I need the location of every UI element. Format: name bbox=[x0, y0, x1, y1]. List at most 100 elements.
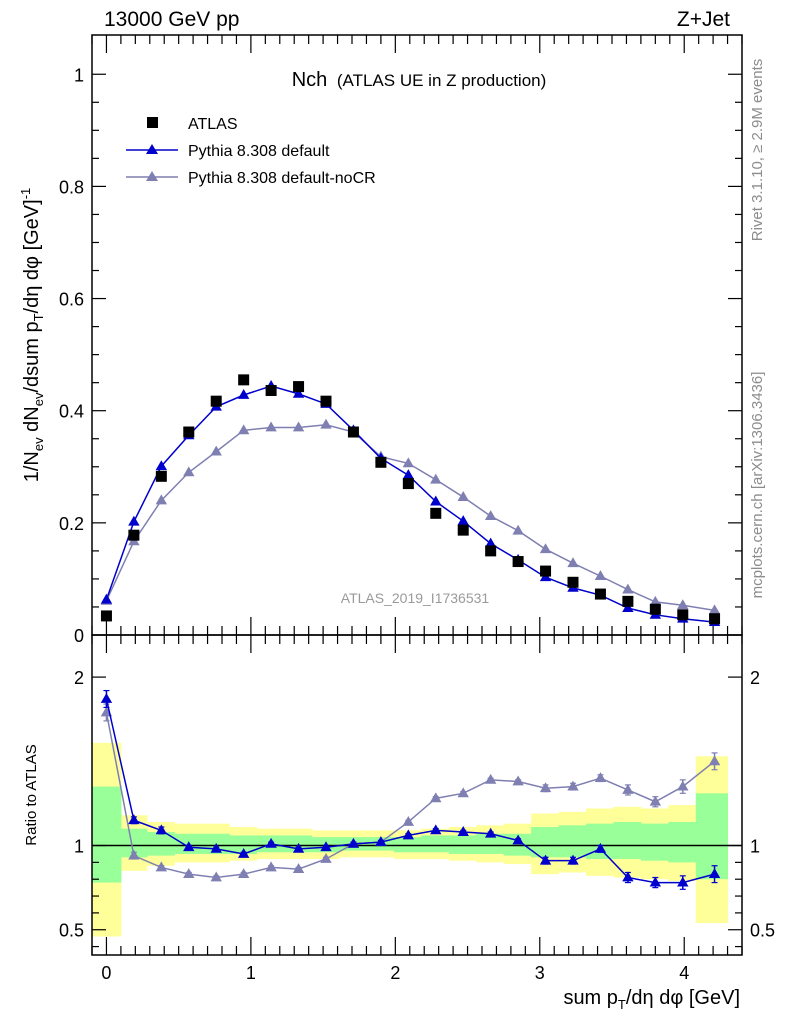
ratio-point-nocr bbox=[320, 853, 332, 863]
x-axis-label: sum pT/dη dφ [GeV] bbox=[563, 987, 740, 1012]
main-point-atlas bbox=[457, 524, 469, 536]
ratio-point-default bbox=[622, 871, 634, 882]
plot-title-main: Nch bbox=[292, 69, 328, 91]
energy-label: 13000 GeV pp bbox=[104, 8, 239, 31]
main-point-default bbox=[457, 515, 469, 526]
main-point-nocr bbox=[292, 421, 305, 432]
main-y-tick-label: 0.4 bbox=[59, 402, 84, 422]
main-point-default bbox=[100, 593, 113, 604]
x-tick-label: 1 bbox=[246, 963, 256, 983]
ratio-point-nocr bbox=[210, 871, 222, 882]
ratio-point-default bbox=[567, 854, 579, 865]
main-point-atlas bbox=[238, 374, 250, 386]
ratio-point-nocr bbox=[484, 773, 497, 784]
ratio-point-default bbox=[402, 829, 415, 840]
main-point-nocr bbox=[512, 524, 524, 535]
ratio-point-nocr bbox=[128, 849, 140, 860]
main-point-atlas bbox=[567, 576, 579, 588]
main-point-atlas bbox=[210, 395, 222, 407]
ratio-point-default bbox=[347, 837, 360, 848]
ratio-point-default bbox=[708, 868, 721, 879]
ratio-band-inner bbox=[448, 835, 477, 854]
main-point-atlas bbox=[677, 609, 689, 621]
main-y-tick-label: 0.6 bbox=[59, 290, 84, 310]
legend-marker-square bbox=[147, 117, 158, 128]
ratio-band-inner bbox=[640, 823, 669, 861]
legend-item-atlas: ATLAS bbox=[147, 116, 238, 133]
ratio-band-inner bbox=[531, 827, 560, 858]
ratio-point-default bbox=[594, 842, 607, 853]
main-point-atlas bbox=[320, 395, 332, 407]
ratio-y-tick-label-right: 0.5 bbox=[750, 921, 775, 941]
main-point-nocr bbox=[708, 604, 721, 615]
ratio-band-inner bbox=[613, 821, 642, 859]
main-point-nocr bbox=[402, 457, 415, 468]
ratio-point-default bbox=[292, 842, 305, 853]
main-point-atlas bbox=[594, 588, 606, 600]
main-point-nocr bbox=[677, 599, 689, 610]
main-point-default bbox=[484, 537, 497, 548]
ratio-point-nocr bbox=[708, 755, 721, 766]
ratio-point-default bbox=[484, 827, 497, 838]
main-point-default bbox=[155, 460, 168, 471]
main-point-atlas bbox=[540, 565, 552, 577]
ratio-point-default bbox=[155, 824, 168, 835]
ratio-y-tick-label: 2 bbox=[74, 668, 84, 688]
main-point-atlas bbox=[512, 556, 524, 568]
plot-title: Nch (ATLAS UE in Z production) bbox=[292, 69, 547, 91]
x-tick-label: 2 bbox=[390, 963, 400, 983]
main-point-atlas bbox=[375, 456, 387, 468]
ratio-y-tick-label: 0.5 bbox=[59, 921, 84, 941]
main-point-atlas bbox=[183, 426, 195, 438]
main-y-tick-label: 0.8 bbox=[59, 177, 84, 197]
main-point-default bbox=[430, 495, 442, 506]
main-axis-ticks: 0 0.2 0.4 0.6 0.8 1 bbox=[59, 35, 743, 646]
main-point-nocr bbox=[484, 510, 497, 521]
x-tick-label: 4 bbox=[679, 963, 689, 983]
ratio-point-default bbox=[237, 847, 250, 858]
process-label: Z+Jet bbox=[677, 8, 730, 31]
analysis-label: ATLAS_2019_I1736531 bbox=[341, 590, 490, 606]
main-point-nocr bbox=[183, 466, 195, 477]
main-point-atlas bbox=[485, 545, 497, 557]
legend-item-default: Pythia 8.308 default bbox=[126, 143, 330, 160]
x-tick-label: 0 bbox=[101, 963, 111, 983]
main-point-atlas bbox=[100, 610, 112, 622]
main-point-nocr bbox=[539, 543, 552, 554]
ratio-point-default bbox=[128, 814, 140, 825]
ratio-point-nocr bbox=[622, 783, 634, 794]
ratio-point-nocr bbox=[265, 861, 277, 872]
main-y-tick-label: 1 bbox=[74, 65, 84, 85]
ratio-point-nocr bbox=[512, 775, 524, 786]
ratio-point-nocr bbox=[649, 795, 662, 806]
ratio-bands-layer bbox=[92, 742, 742, 937]
ratio-point-default bbox=[539, 854, 552, 865]
ratio-y-axis-label: Ratio to ATLAS bbox=[23, 744, 40, 845]
main-y-tick-label: 0 bbox=[74, 626, 84, 646]
ratio-band-inner bbox=[146, 832, 175, 856]
ratio-point-default bbox=[677, 876, 689, 887]
ratio-band-inner bbox=[695, 793, 729, 880]
ratio-point-nocr bbox=[430, 792, 442, 803]
ratio-y-tick-label: 1 bbox=[74, 837, 84, 857]
main-point-atlas bbox=[347, 426, 359, 438]
main-line-nocr bbox=[105, 423, 715, 612]
x-tick-label: 3 bbox=[535, 963, 545, 983]
ratio-point-nocr bbox=[594, 772, 607, 783]
ratio-frame bbox=[91, 634, 743, 956]
main-point-default bbox=[622, 602, 634, 612]
main-point-nocr bbox=[210, 445, 222, 456]
main-point-nocr bbox=[649, 595, 662, 606]
rivet-label: Rivet 3.1.10, ≥ 2.9M events bbox=[749, 59, 766, 242]
main-point-nocr bbox=[237, 424, 250, 435]
main-point-nocr bbox=[594, 570, 607, 581]
ratio-point-nocr bbox=[677, 780, 689, 791]
main-point-nocr bbox=[567, 557, 579, 568]
ratio-band-inner bbox=[558, 825, 587, 858]
ratio-band-inner bbox=[476, 833, 505, 854]
main-point-atlas bbox=[649, 603, 661, 615]
mcplots-label: mcplots.cern.ch [arXiv:1306.3436] bbox=[749, 372, 766, 599]
ratio-point-nocr bbox=[237, 868, 250, 879]
main-point-nocr bbox=[430, 473, 442, 484]
ratio-point-nocr bbox=[155, 861, 168, 872]
